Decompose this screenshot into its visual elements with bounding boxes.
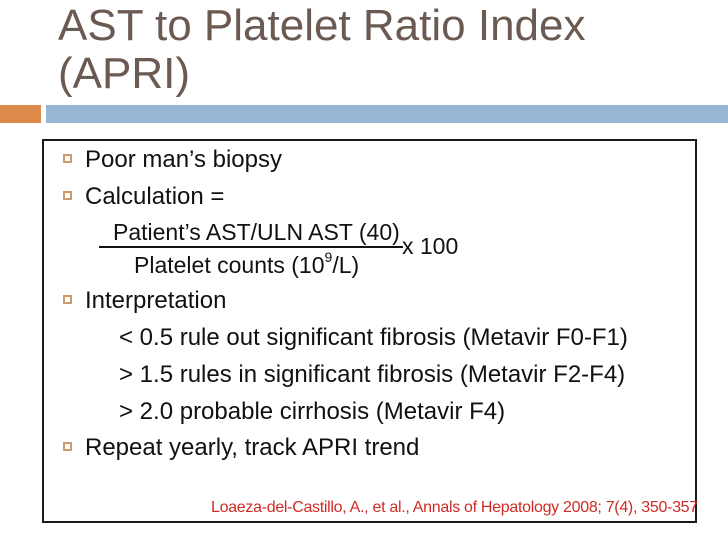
interpretation-item: > 2.0 probable cirrhosis (Metavir F4) (119, 398, 506, 425)
accent-blue-bar (46, 105, 728, 123)
bullet-calculation: Calculation = (85, 183, 225, 210)
interpretation-item: > 1.5 rules in significant fibrosis (Met… (119, 361, 626, 388)
content-frame (42, 139, 697, 523)
bullet-poor-mans-biopsy: Poor man’s biopsy (85, 146, 282, 173)
bullet-square-icon (63, 154, 72, 163)
formula-multiplier: x 100 (402, 233, 459, 259)
formula-denominator-prefix: Platelet counts (10 (134, 252, 325, 278)
bullet-repeat-yearly: Repeat yearly, track APRI trend (85, 434, 420, 461)
formula-denominator-suffix: /L) (332, 252, 360, 278)
formula-denominator: Platelet counts (109/L) (134, 249, 360, 279)
formula-numerator: Patient’s AST/ULN AST (40) (99, 219, 403, 248)
slide-title-line2: (APRI) (58, 49, 190, 98)
accent-orange-square (0, 105, 41, 123)
slide-title: AST to Platelet Ratio Index (APRI) (58, 2, 585, 98)
bullet-square-icon (63, 295, 72, 304)
interpretation-item: < 0.5 rule out significant fibrosis (Met… (119, 324, 628, 351)
citation-text: Loaeza-del-Castillo, A., et al., Annals … (211, 499, 698, 516)
bullet-interpretation: Interpretation (85, 287, 227, 314)
bullet-square-icon (63, 442, 72, 451)
formula-denominator-superscript: 9 (324, 249, 333, 266)
slide-title-line1: AST to Platelet Ratio Index (58, 1, 586, 50)
bullet-square-icon (63, 191, 72, 200)
